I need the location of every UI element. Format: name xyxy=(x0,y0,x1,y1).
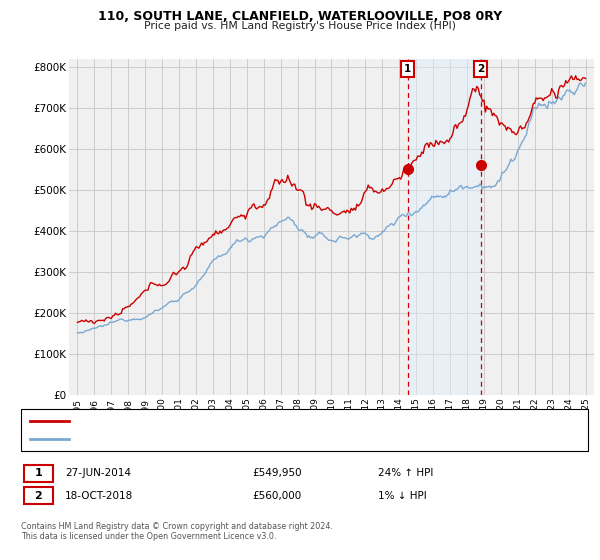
Text: £560,000: £560,000 xyxy=(252,491,301,501)
Text: 1: 1 xyxy=(35,468,42,478)
Text: £549,950: £549,950 xyxy=(252,468,302,478)
Text: 2: 2 xyxy=(35,491,42,501)
Text: 110, SOUTH LANE, CLANFIELD, WATERLOOVILLE, PO8 0RY (detached house): 110, SOUTH LANE, CLANFIELD, WATERLOOVILL… xyxy=(74,416,415,425)
Text: 2: 2 xyxy=(477,64,484,74)
Text: 110, SOUTH LANE, CLANFIELD, WATERLOOVILLE, PO8 0RY: 110, SOUTH LANE, CLANFIELD, WATERLOOVILL… xyxy=(98,10,502,23)
Text: Price paid vs. HM Land Registry's House Price Index (HPI): Price paid vs. HM Land Registry's House … xyxy=(144,21,456,31)
Bar xyxy=(407,59,481,395)
Text: 1% ↓ HPI: 1% ↓ HPI xyxy=(378,491,427,501)
Text: 18-OCT-2018: 18-OCT-2018 xyxy=(65,491,133,501)
Text: HPI: Average price, detached house, East Hampshire: HPI: Average price, detached house, East… xyxy=(74,435,313,444)
Text: 27-JUN-2014: 27-JUN-2014 xyxy=(65,468,131,478)
Text: 1: 1 xyxy=(404,64,411,74)
Text: Contains HM Land Registry data © Crown copyright and database right 2024.
This d: Contains HM Land Registry data © Crown c… xyxy=(21,522,333,542)
Text: 24% ↑ HPI: 24% ↑ HPI xyxy=(378,468,433,478)
